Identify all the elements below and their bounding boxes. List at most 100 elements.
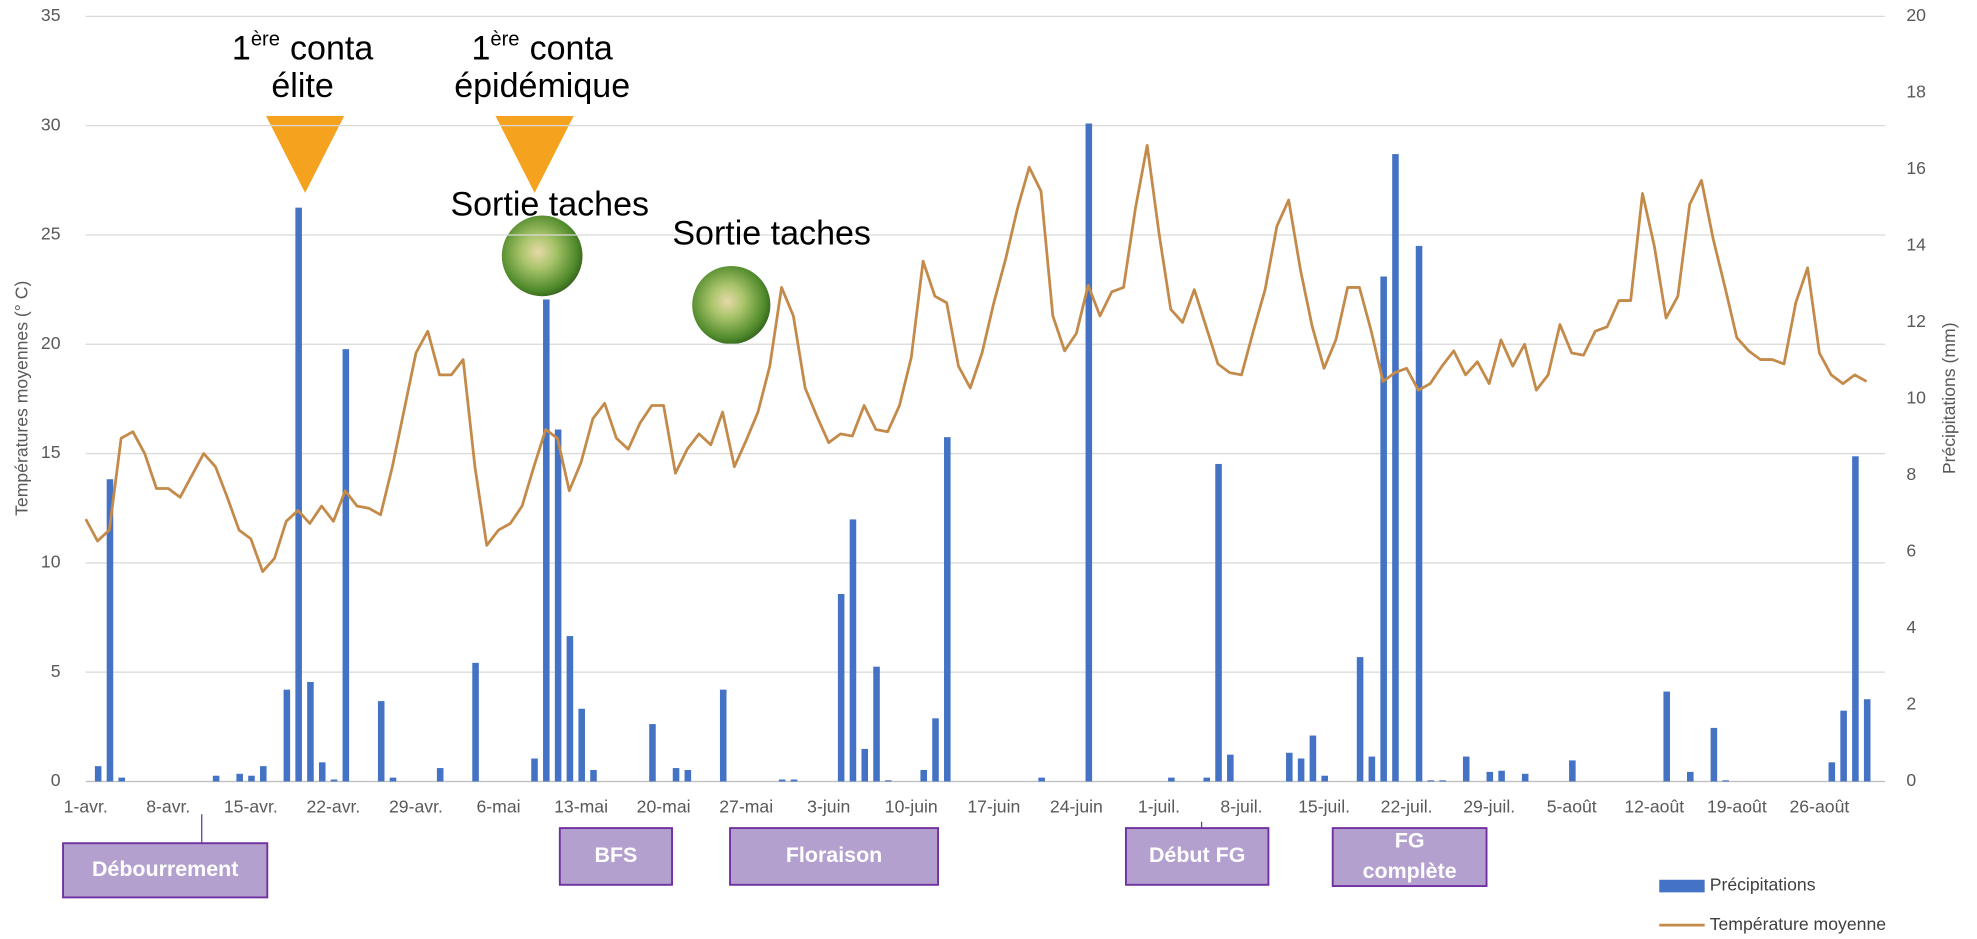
y-tick-label: 25: [41, 224, 61, 244]
y2-tick-label: 18: [1906, 82, 1926, 102]
annotation-markers: [201, 115, 1203, 844]
stage-box: [558, 827, 673, 886]
bar: [1840, 710, 1847, 782]
bar: [1215, 463, 1222, 782]
bar: [849, 519, 857, 782]
x-tick-label: 12-août: [1624, 797, 1684, 817]
x-tick-label: 29-juil.: [1463, 797, 1515, 817]
triangle-marker: [495, 115, 574, 193]
bar: [236, 773, 243, 782]
bar: [94, 766, 102, 782]
y2-tick-label: 16: [1906, 158, 1926, 178]
x-tick-label: 10-juin: [885, 797, 938, 817]
bar: [1038, 777, 1045, 782]
bar: [1687, 771, 1694, 782]
y2-tick-label: 4: [1906, 617, 1916, 637]
bar: [1356, 657, 1364, 782]
leaf-image: [692, 265, 771, 345]
x-tick-label: 22-juil.: [1381, 797, 1433, 817]
x-tick-label: 15-avr.: [224, 797, 278, 817]
bar: [283, 689, 291, 782]
bar: [1415, 245, 1423, 782]
x-tick-label: 29-avr.: [389, 797, 443, 817]
annotation-ordinal: 1: [232, 29, 251, 67]
x-tick-label: 1-juil.: [1138, 797, 1180, 817]
y2-tick-label: 8: [1906, 464, 1916, 484]
annotation: 1ère conta: [471, 29, 612, 68]
x-tick-label: 17-juin: [967, 797, 1020, 817]
bar: [318, 762, 326, 782]
y-tick-label: 15: [41, 442, 61, 462]
bar: [212, 775, 220, 782]
bar: [1828, 762, 1836, 782]
bar: [259, 766, 267, 782]
bar: [790, 779, 798, 782]
bar: [436, 768, 444, 782]
legend-label: Température moyenne: [1710, 914, 1887, 934]
bar: [1569, 760, 1576, 782]
bar: [1286, 752, 1293, 782]
bar: [472, 662, 479, 782]
bar: [778, 779, 786, 782]
y-tick-label: 35: [41, 5, 61, 25]
bar: [1462, 756, 1470, 782]
x-tick-label: 6-mai: [476, 797, 520, 817]
y-tick-label: 10: [41, 552, 61, 572]
bar: [1368, 756, 1376, 782]
bar: [1392, 154, 1399, 782]
annotation: Sortie taches: [450, 186, 649, 224]
bar: [1486, 771, 1494, 782]
legend-label: Précipitations: [1710, 875, 1816, 895]
x-tick-label: 5-août: [1547, 797, 1597, 817]
legend-swatch: [1659, 879, 1705, 893]
bar: [1663, 691, 1670, 782]
bar: [590, 769, 597, 782]
bar: [1297, 758, 1305, 782]
bar: [649, 724, 656, 782]
y2-tick-label: 2: [1906, 694, 1916, 714]
bar: [1710, 727, 1718, 782]
stage-box: [1331, 827, 1488, 888]
bar: [1521, 773, 1529, 782]
bar: [248, 775, 255, 782]
x-tick-label: 8-juil.: [1220, 797, 1262, 817]
bar: [1852, 456, 1859, 782]
y-tick-label: 5: [51, 661, 61, 681]
bar: [719, 689, 727, 782]
x-tick-label: 20-mai: [637, 797, 691, 817]
bar: [295, 207, 302, 782]
y-tick-label: 20: [41, 333, 61, 353]
annotation: épidémique: [454, 67, 630, 105]
stage-label: Débourrement: [92, 857, 238, 881]
annotation: Sortie taches: [672, 215, 871, 253]
x-tick-label: 27-mai: [719, 797, 773, 817]
bar: [342, 349, 350, 782]
stage-label: FG: [1395, 829, 1425, 853]
bar: [885, 780, 892, 782]
bar: [1085, 123, 1093, 782]
bar: [1439, 780, 1446, 782]
bar: [566, 636, 574, 782]
bar: [873, 666, 880, 782]
triangle-marker: [266, 115, 345, 193]
bar: [1380, 276, 1387, 782]
bar: [1321, 775, 1328, 782]
annotation-suffix: ère: [251, 29, 280, 51]
bar: [1227, 754, 1234, 782]
stage-label: BFS: [594, 843, 637, 867]
y2-tick-label: 6: [1906, 541, 1916, 561]
x-tick-label: 26-août: [1789, 797, 1849, 817]
x-tick-label: 22-avr.: [306, 797, 360, 817]
bar: [944, 437, 951, 782]
stage-label: complète: [1363, 859, 1457, 883]
bar: [1498, 770, 1505, 782]
bar: [1863, 699, 1871, 782]
annotation-text: conta: [290, 29, 373, 67]
bar: [106, 479, 114, 782]
stage-label: Floraison: [786, 843, 882, 867]
annotation-suffix: ère: [490, 29, 519, 51]
bar: [543, 299, 550, 782]
bar: [861, 748, 869, 782]
